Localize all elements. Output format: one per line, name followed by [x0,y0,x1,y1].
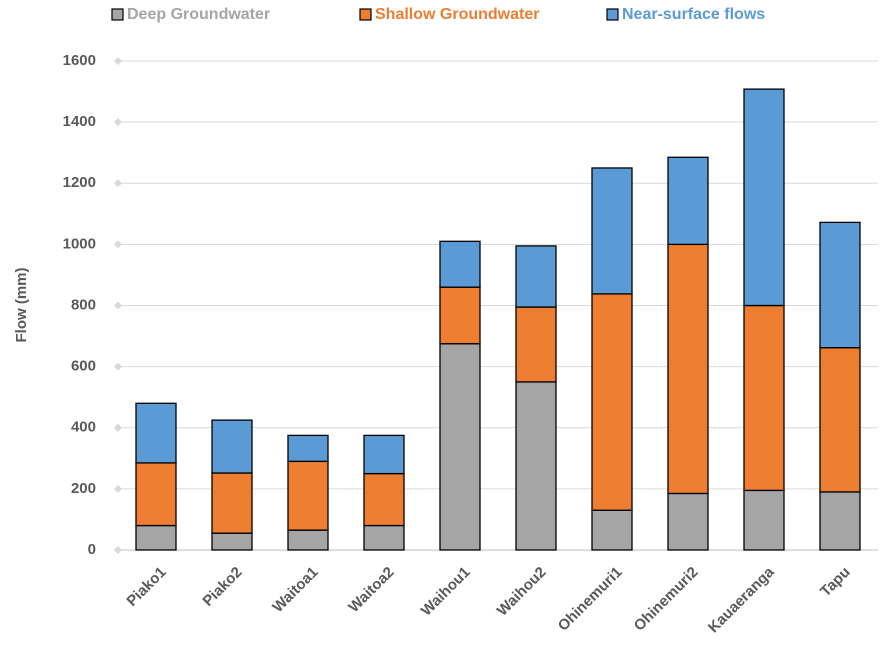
bar-segment [819,221,861,349]
tick-marker [114,57,122,65]
x-tick-label: Tapu [817,564,854,601]
bar-segment [743,489,785,551]
legend-swatch [111,8,124,21]
bar-segment [743,88,785,307]
y-tick-label: 1400 [63,113,96,130]
tick-marker [114,179,122,188]
y-tick-label: 400 [71,419,96,436]
bar-segment [515,245,557,308]
y-tick-label: 0 [88,541,96,558]
x-tick-label: Ohinemuri2 [631,564,702,635]
bar-segment [439,343,481,551]
x-tick-label: Waitoa2 [345,564,397,616]
bar-segment [591,167,633,295]
bar-segment [819,347,861,493]
bar-segment [363,434,405,475]
bar-segment [743,304,785,492]
y-tick-label: 600 [71,358,96,375]
x-tick-label: Ohinemuri1 [555,564,626,635]
bar-segment [287,529,329,551]
y-tick-label: 800 [71,296,96,313]
bar-segment [591,293,633,511]
x-tick-label: Kauaeranga [705,563,778,636]
legend-swatch [359,8,372,21]
legend-label: Near-surface flows [622,6,765,23]
x-tick-label: Waihou1 [418,564,474,620]
bar-segment [135,402,177,464]
y-tick-label: 200 [71,480,96,497]
legend-swatch [606,8,619,21]
tick-marker [114,118,122,127]
bar-segment [591,509,633,551]
tick-marker [114,546,122,554]
tick-marker [114,240,122,249]
bar-segment [211,472,253,534]
tick-marker [114,301,122,310]
x-tick-label: Piako1 [123,564,169,610]
bar-segment [667,156,709,246]
legend-label: Deep Groundwater [127,6,270,23]
bar-segment [287,434,329,463]
bar-segment [211,532,253,551]
bar-segment [667,243,709,495]
bar-segment [819,491,861,551]
bar-segment [667,492,709,551]
bar-segment [515,306,557,383]
x-tick-label: Waihou2 [494,564,550,620]
tick-marker [114,362,122,371]
x-tick-label: Piako2 [199,564,245,610]
y-axis-label: Flow (mm) [13,268,30,343]
y-tick-label: 1600 [63,52,96,69]
tick-marker [114,423,122,432]
bar-segment [287,460,329,531]
bar-segment [135,462,177,527]
bar-segment [439,240,481,288]
y-tick-label: 1200 [63,174,96,191]
bar-segment [135,524,177,551]
x-tick-label: Waitoa1 [269,564,321,616]
bar-segment [211,419,253,474]
legend-label: Shallow Groundwater [375,6,539,23]
bar-segment [439,286,481,345]
tick-marker [114,484,122,493]
y-tick-label: 1000 [63,235,96,252]
bar-segment [515,381,557,551]
bar-segment [363,524,405,551]
bar-segment [363,472,405,527]
